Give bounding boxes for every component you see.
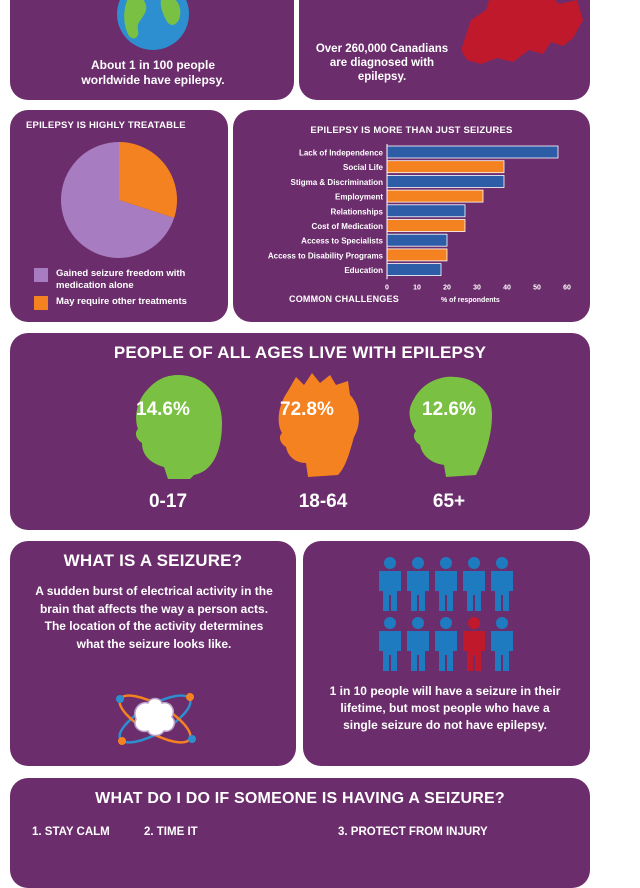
bar-category-label: Education — [344, 266, 383, 275]
person-icon — [379, 617, 401, 671]
legend-label-other: May require other treatments — [56, 296, 187, 307]
adult-head-icon — [278, 373, 359, 477]
ages-title: PEOPLE OF ALL AGES LIVE WITH EPILEPSY — [113, 343, 487, 362]
bar-category-label: Cost of Medication — [311, 222, 383, 231]
help-title: WHAT DO I DO IF SOMEONE IS HAVING A SEIZ… — [95, 790, 505, 807]
pie-slice-0 — [61, 142, 175, 258]
x-tick-label: 50 — [533, 284, 541, 291]
bar-footer-left: COMMON CHALLENGES — [289, 294, 399, 304]
ages-panel: PEOPLE OF ALL AGES LIVE WITH EPILEPSY 14… — [10, 333, 590, 530]
person-icon — [491, 617, 513, 671]
senior-head-icon — [409, 376, 492, 477]
people-stat: 1 in 10 people will have a seizure in th… — [329, 684, 561, 732]
person-icon — [463, 617, 485, 671]
bar-title: EPILEPSY IS MORE THAN JUST SEIZURES — [310, 125, 513, 136]
age-group-senior: 12.6% 65+ — [400, 371, 500, 521]
canada-stat: Over 260,000 Canadians are diagnosed wit… — [315, 43, 449, 83]
age-range-child: 0-17 — [148, 491, 188, 512]
person-icon — [491, 557, 513, 611]
bar-category-label: Relationships — [331, 207, 384, 216]
person-icon — [379, 557, 401, 611]
worldwide-panel: About 1 in 100 people worldwide have epi… — [10, 0, 294, 100]
seizure-description: A sudden burst of electrical activity in… — [35, 584, 273, 651]
step-protect: 3. PROTECT FROM INJURY — [338, 826, 488, 838]
age-percent-child: 14.6% — [136, 399, 190, 420]
bar-category-label: Access to Disability Programs — [268, 251, 384, 260]
canada-panel: Over 260,000 Canadians are diagnosed wit… — [299, 0, 590, 100]
brain-atom-icon — [116, 693, 196, 745]
bar-chart: Lack of Independence Social Life Stigma & … — [268, 144, 571, 291]
age-range-adult: 18-64 — [298, 491, 348, 512]
age-percent-senior: 12.6% — [422, 399, 476, 420]
child-head-icon — [135, 375, 222, 479]
bar-4 — [386, 204, 466, 218]
age-group-adult: 72.8% 18-64 — [268, 371, 368, 521]
challenges-panel: EPILEPSY IS MORE THAN JUST SEIZURES Lack… — [233, 110, 590, 322]
bar-category-label: Stigma & Discrimination — [291, 178, 384, 187]
seizure-title: WHAT IS A SEIZURE? — [63, 551, 243, 570]
globe-icon — [117, 0, 189, 50]
bar-2 — [386, 175, 505, 188]
people-panel: 1 in 10 people will have a seizure in th… — [303, 541, 590, 766]
x-tick-label: 10 — [413, 284, 421, 291]
bar-category-label: Access to Specialists — [301, 237, 383, 246]
bar-1 — [386, 160, 505, 174]
legend-swatch-other — [34, 296, 48, 310]
person-icon — [407, 617, 429, 671]
person-icon — [407, 557, 429, 611]
treatable-panel: EPILEPSY IS HIGHLY TREATABLE Gained seiz… — [10, 110, 228, 322]
seizure-panel: WHAT IS A SEIZURE? A sudden burst of ele… — [10, 541, 296, 766]
worldwide-stat: About 1 in 100 people worldwide have epi… — [81, 58, 225, 87]
bar-footer-right: % of respondents — [441, 297, 500, 304]
bar-6 — [386, 233, 448, 247]
age-range-senior: 65+ — [432, 491, 466, 512]
x-tick-label: 60 — [563, 284, 571, 291]
x-tick-label: 20 — [443, 284, 451, 291]
bar-8 — [386, 263, 442, 276]
legend-swatch-medication — [34, 268, 48, 282]
bar-5 — [386, 219, 466, 232]
canada-map-icon — [461, 0, 583, 64]
bar-7 — [386, 248, 448, 262]
person-icon — [435, 617, 457, 671]
bar-category-label: Lack of Independence — [299, 149, 384, 158]
age-percent-adult: 72.8% — [280, 399, 334, 420]
pie-title: EPILEPSY IS HIGHLY TREATABLE — [26, 120, 186, 131]
x-tick-label: 30 — [473, 284, 481, 291]
person-icon — [435, 557, 457, 611]
person-icon — [463, 557, 485, 611]
help-panel: WHAT DO I DO IF SOMEONE IS HAVING A SEIZ… — [10, 778, 590, 888]
legend-label-medication: Gained seizure freedom with medication a… — [56, 268, 186, 291]
x-tick-label: 0 — [385, 284, 389, 291]
age-group-child: 14.6% 0-17 — [128, 371, 228, 521]
bar-category-label: Social Life — [343, 163, 384, 172]
step-time-it: 2. TIME IT — [144, 826, 198, 838]
pie-chart — [61, 142, 177, 258]
bar-3 — [386, 189, 484, 203]
step-stay-calm: 1. STAY CALM — [32, 826, 110, 838]
people-icon-grid — [379, 557, 513, 671]
x-tick-label: 40 — [503, 284, 511, 291]
bar-category-label: Employment — [335, 193, 383, 202]
pie-slice-1 — [119, 142, 177, 218]
bar-0 — [386, 145, 559, 159]
